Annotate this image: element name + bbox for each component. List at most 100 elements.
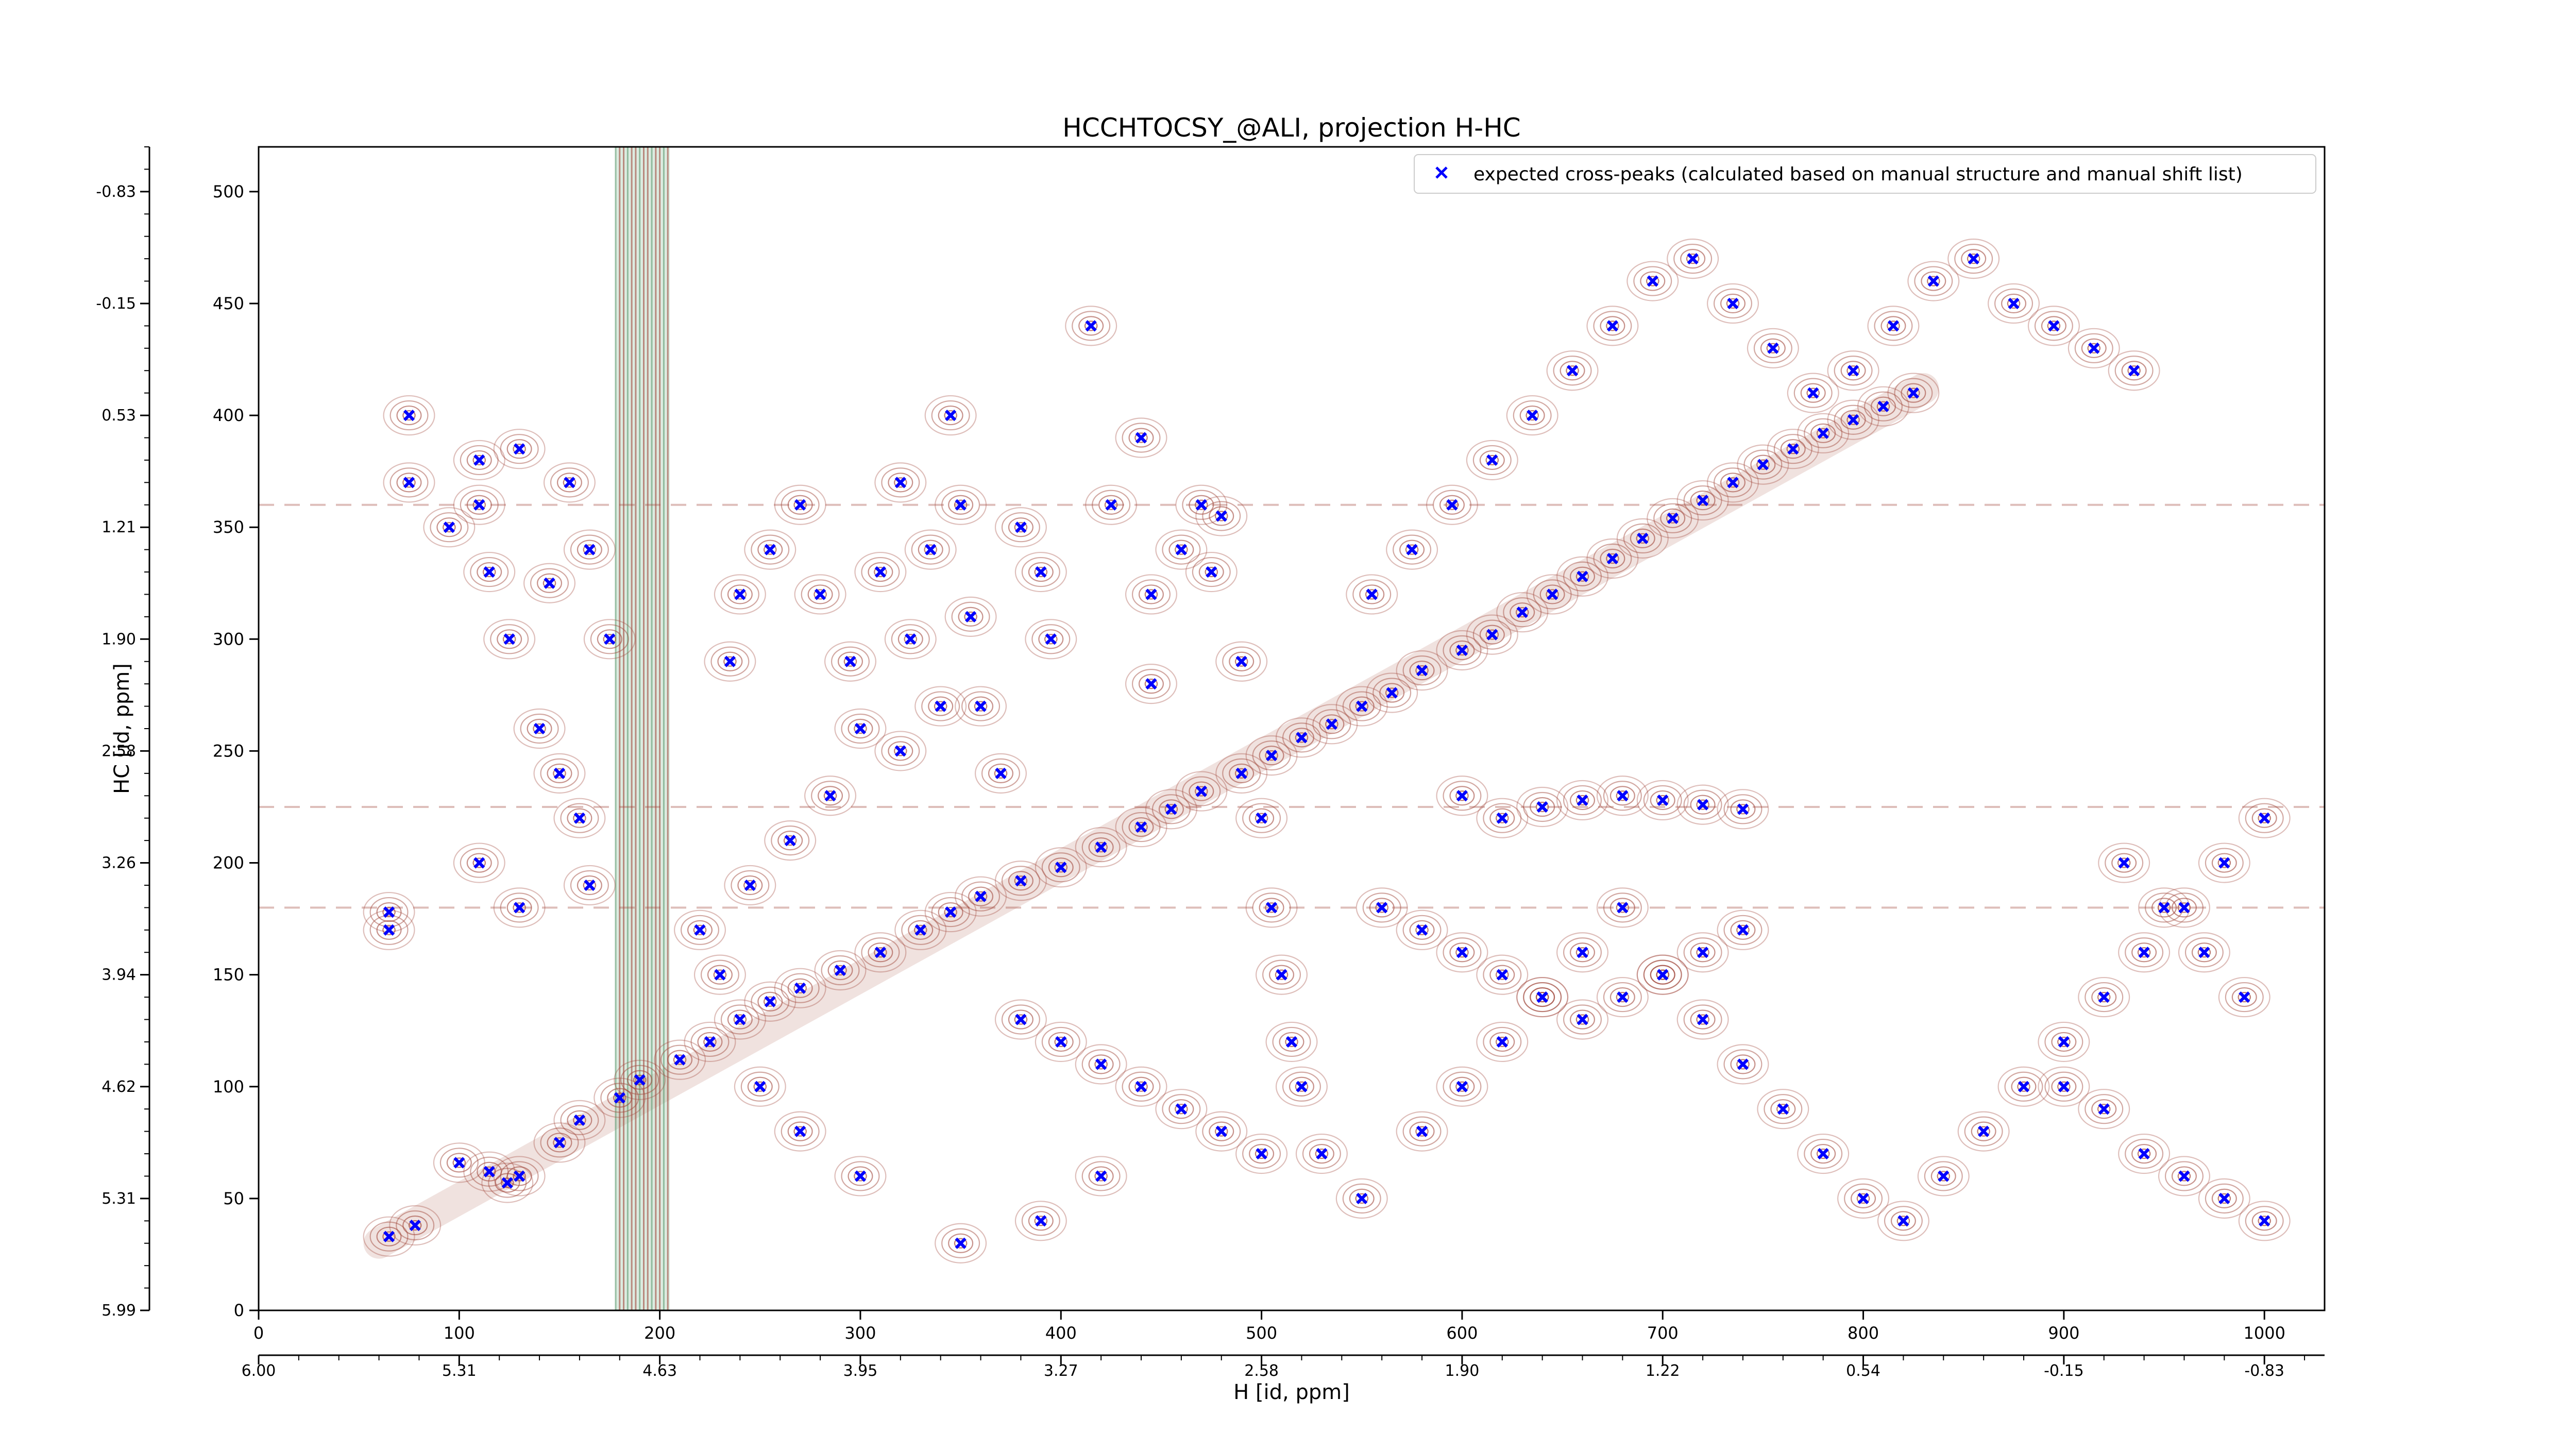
contour-ring xyxy=(2151,898,2177,918)
contour-ring xyxy=(1125,574,1177,615)
contour-ring xyxy=(363,1216,415,1257)
contour-ring xyxy=(2081,338,2107,358)
contour-ring xyxy=(935,484,987,525)
x-ppm-tick-label: 3.27 xyxy=(1044,1362,1078,1380)
contour-ring xyxy=(547,1133,572,1153)
contour-ring xyxy=(667,1050,693,1070)
contour-ring xyxy=(1275,1066,1328,1107)
solvent-stripe xyxy=(615,147,670,1310)
contour-ring xyxy=(1405,544,1419,555)
cross-peak-point xyxy=(501,1177,513,1189)
contour-ring xyxy=(1696,799,1709,810)
contour-ring xyxy=(482,1166,496,1177)
contour-ring xyxy=(1535,991,1549,1003)
contour-ring xyxy=(1028,562,1054,582)
y-tick-label: 0 xyxy=(234,1301,244,1320)
contour-ring xyxy=(2217,1193,2231,1204)
contour-ring xyxy=(2198,1178,2250,1219)
cross-peak-point xyxy=(1496,1036,1508,1048)
cross-peak-point xyxy=(1416,1125,1428,1137)
contour-ring xyxy=(2218,976,2270,1018)
contour-ring xyxy=(1666,513,1680,524)
cross-peak-series xyxy=(383,252,2270,1249)
contour-ring xyxy=(1707,462,1759,503)
contour-ring xyxy=(1988,283,2040,324)
contour-ring xyxy=(2038,1021,2090,1063)
contour-ring xyxy=(731,870,770,901)
contour-ring xyxy=(1523,982,1562,1013)
contour-ring xyxy=(1696,495,1709,506)
contour-ring xyxy=(2108,350,2160,391)
contour-ring xyxy=(1503,597,1542,628)
contour-ring xyxy=(1098,495,1124,515)
cross-peak-point xyxy=(1285,1036,1298,1048)
contour-ring xyxy=(1342,691,1381,721)
cross-peak-point xyxy=(724,655,736,667)
contour-ring xyxy=(2251,1211,2277,1231)
contour-ring xyxy=(2137,1148,2151,1159)
cross-peak-point xyxy=(1235,655,1247,667)
contour-ring xyxy=(369,897,409,928)
plot-area xyxy=(258,146,2326,1311)
contour-ring xyxy=(687,920,713,940)
contour-ring xyxy=(1455,790,1469,801)
contour-ring xyxy=(1846,365,1860,376)
x-ppm-tick-label: 3.95 xyxy=(843,1362,878,1380)
contour-ring xyxy=(2067,328,2120,368)
contour-ring xyxy=(1570,566,1596,586)
x-tick-label: 900 xyxy=(2048,1323,2079,1343)
contour-ring xyxy=(1485,454,1499,466)
contour-ring xyxy=(1014,1201,1067,1241)
contour-ring xyxy=(1396,909,1448,950)
cross-peak-point xyxy=(754,1081,766,1092)
contour-ring xyxy=(1924,1161,1963,1191)
contour-ring xyxy=(1222,646,1261,677)
contour-ring xyxy=(1483,1026,1522,1057)
contour-ring xyxy=(1094,842,1108,853)
cross-peak-point xyxy=(784,834,796,847)
contour-ring xyxy=(470,1156,509,1187)
cross-peak-point xyxy=(955,1237,967,1249)
contour-ring xyxy=(954,1238,968,1249)
contour-ring xyxy=(693,924,707,935)
contour-ring xyxy=(1455,1081,1469,1092)
contour-ring xyxy=(1214,511,1228,521)
cross-peak-point xyxy=(1807,387,1819,399)
contour-ring xyxy=(2127,365,2141,376)
contour-ring xyxy=(2245,803,2284,833)
x-tick-label: 400 xyxy=(1045,1323,1077,1343)
contour-ring xyxy=(921,691,960,721)
cross-peak-point xyxy=(2008,297,2020,310)
contour-ring xyxy=(513,902,526,913)
contour-ring xyxy=(874,462,927,503)
contour-ring xyxy=(2217,857,2231,868)
cross-peak-point xyxy=(1577,1014,1588,1025)
cross-peak-point xyxy=(1456,1081,1468,1092)
contour-ring xyxy=(1596,776,1649,816)
x-tick-label: 200 xyxy=(644,1323,675,1343)
cross-peak-point xyxy=(1737,1058,1749,1070)
contour-ring xyxy=(1736,924,1750,935)
contour-ring xyxy=(1035,847,1087,888)
contour-ring xyxy=(1235,798,1288,838)
contour-ring xyxy=(402,1215,428,1236)
cross-peak-point xyxy=(2018,1081,2030,1092)
contour-ring xyxy=(1596,887,1649,928)
contour-ring xyxy=(543,462,596,503)
contour-ring xyxy=(848,1166,873,1186)
contour-ring xyxy=(567,808,592,828)
contour-ring xyxy=(1606,321,1619,331)
cross-peak-point xyxy=(854,722,867,735)
contour-ring xyxy=(1556,556,1609,597)
contour-ring xyxy=(1031,624,1071,654)
cross-peak-point xyxy=(483,566,495,578)
contour-ring xyxy=(1870,396,1896,416)
contour-ring xyxy=(376,920,402,940)
contour-ring xyxy=(1720,473,1746,493)
contour-ring xyxy=(533,723,546,734)
contour-ring xyxy=(1714,288,1753,319)
contour-ring xyxy=(2205,1183,2244,1214)
contour-ring xyxy=(1312,709,1351,739)
contour-ring xyxy=(1737,444,1789,485)
contour-ring xyxy=(1054,1036,1068,1048)
